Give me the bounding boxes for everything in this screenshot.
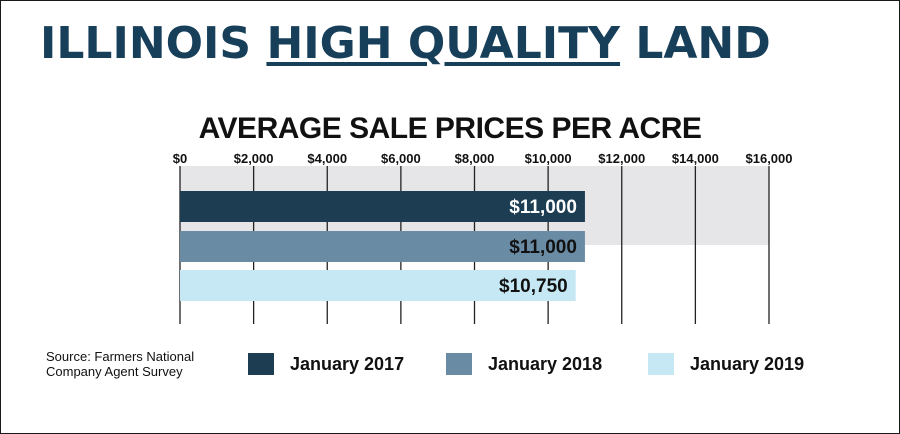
tick-label-7: $14,000 (672, 151, 719, 166)
source-note: Source: Farmers National Company Agent S… (46, 349, 236, 379)
chart-title: AVERAGE SALE PRICES PER ACRE (198, 112, 702, 145)
legend-label-2019: January 2019 (690, 353, 805, 374)
legend-item-2018: January 2018 (446, 352, 602, 376)
page-title: ILLINOIS HIGH QUALITY LAND (40, 22, 771, 66)
tick-label-5: $10,000 (525, 151, 572, 166)
legend-swatch-2018 (446, 353, 472, 375)
tick-label-0: $0 (173, 151, 187, 166)
legend-label-2018: January 2018 (488, 353, 603, 374)
tick-label-2: $4,000 (307, 151, 347, 166)
bar-label-2: $10,750 (499, 276, 568, 297)
title-part-2-underlined: HIGH QUALITY (266, 18, 621, 69)
legend-swatch-2017 (248, 353, 274, 375)
legend-label-2017: January 2017 (290, 353, 405, 374)
source-line-1: Source: Farmers National (46, 349, 195, 364)
bar-1 (180, 231, 585, 262)
tick-label-8: $16,000 (746, 151, 793, 166)
bar-2 (180, 270, 576, 301)
tick-label-1: $2,000 (234, 151, 274, 166)
title-part-1: ILLINOIS (40, 18, 267, 69)
tick-label-4: $8,000 (455, 151, 495, 166)
tick-label-3: $6,000 (381, 151, 421, 166)
title-part-3: LAND (620, 18, 771, 69)
source-line-2: Company Agent Survey (46, 364, 183, 379)
bar-0 (180, 191, 585, 222)
legend-item-2019: January 2019 (648, 352, 804, 376)
bar-label-0: $11,000 (509, 197, 577, 218)
legend-item-2017: January 2017 (248, 352, 404, 376)
bar-label-1: $11,000 (509, 237, 577, 258)
legend-swatch-2019 (648, 353, 674, 375)
tick-label-6: $12,000 (598, 151, 645, 166)
